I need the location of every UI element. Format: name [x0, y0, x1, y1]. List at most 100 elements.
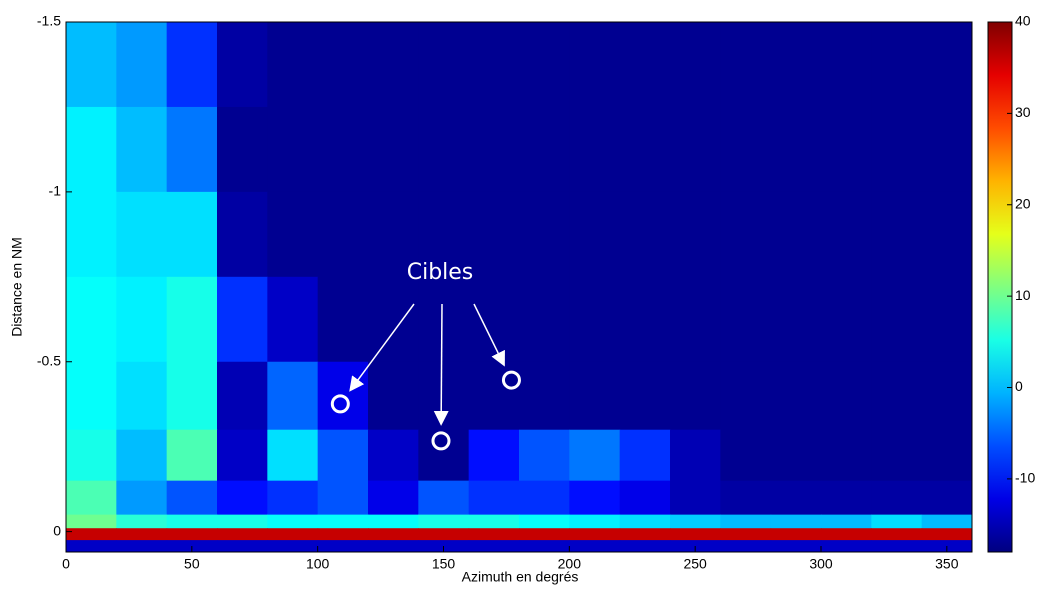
heatmap-cell: [368, 528, 419, 541]
heatmap-cell: [619, 528, 671, 541]
heatmap-cell: [368, 514, 419, 529]
x-tick-label: 350: [935, 556, 959, 572]
heatmap-cell: [720, 514, 772, 529]
x-tick-label: 300: [809, 556, 833, 572]
heatmap-cell: [267, 361, 319, 431]
colorbar-tick-label: 30: [1015, 104, 1031, 120]
heatmap-cell: [368, 361, 419, 431]
colorbar-tick-label: 10: [1015, 287, 1031, 303]
heatmap-cell: [66, 22, 117, 108]
heatmap-cell: [66, 361, 117, 431]
heatmap-cell: [267, 191, 319, 278]
heatmap-cell: [468, 276, 520, 363]
heatmap-cell: [871, 540, 923, 553]
heatmap-cell: [821, 528, 872, 541]
heatmap-cell: [116, 528, 168, 541]
heatmap-cell: [468, 540, 520, 553]
heatmap-cell: [519, 22, 570, 108]
heatmap-cell: [368, 480, 419, 516]
heatmap-cell: [821, 429, 872, 482]
heatmap-cell: [569, 429, 621, 482]
x-tick-label: 250: [683, 556, 707, 572]
heatmap-cell: [166, 106, 218, 193]
y-tick-label: 0: [53, 522, 61, 538]
y-axis-label: Distance en NM: [9, 237, 25, 337]
heatmap-cell: [770, 480, 822, 516]
heatmap-cell: [116, 429, 168, 482]
heatmap-cell: [670, 106, 721, 193]
heatmap-cell: [569, 528, 621, 541]
heatmap-cell: [317, 191, 369, 278]
annotation: Cibles: [407, 260, 474, 285]
heatmap-cell: [519, 429, 570, 482]
annotation-arrow: [349, 303, 415, 392]
heatmap-cell: [871, 106, 923, 193]
heatmap-cell: [770, 106, 822, 193]
heatmap-cell: [166, 429, 218, 482]
heatmap-cell: [770, 429, 822, 482]
heatmap-cell: [569, 22, 621, 108]
heatmap-cell: [468, 22, 520, 108]
heatmap-cell: [519, 191, 570, 278]
heatmap-cell: [821, 22, 872, 108]
heatmap-cell: [317, 276, 369, 363]
heatmap-cell: [720, 361, 772, 431]
heatmap-cell: [368, 22, 419, 108]
heatmap-cell: [418, 106, 470, 193]
heatmap-cell: [720, 106, 772, 193]
heatmap-cell: [670, 22, 721, 108]
heatmap-cell: [368, 191, 419, 278]
heatmap-cell: [217, 528, 268, 541]
heatmap-cell: [267, 106, 319, 193]
heatmap-cell: [720, 528, 772, 541]
heatmap-cell: [116, 480, 168, 516]
heatmap-cell: [217, 540, 268, 553]
heatmap-cell: [418, 480, 470, 516]
heatmap-cell: [166, 480, 218, 516]
heatmap-cell: [519, 514, 570, 529]
heatmap-cell: [921, 528, 973, 541]
heatmap-cell: [921, 429, 973, 482]
heatmap-cell: [619, 514, 671, 529]
heatmap-cell: [770, 528, 822, 541]
heatmap-cell: [217, 480, 268, 516]
heatmap-cell: [166, 514, 218, 529]
y-tick-label: -1.5: [37, 13, 61, 29]
heatmap-cell: [921, 106, 973, 193]
x-tick-label: 100: [306, 556, 330, 572]
heatmap-cell: [267, 480, 319, 516]
heatmap-cell: [66, 480, 117, 516]
heatmap-cell: [368, 106, 419, 193]
heatmap-cell: [871, 480, 923, 516]
heatmap-cell: [720, 276, 772, 363]
colorbar: [987, 21, 1013, 553]
heatmap-cell: [418, 429, 470, 482]
heatmap-cell: [519, 276, 570, 363]
x-tick-label: 150: [432, 556, 456, 572]
heatmap-cell: [66, 276, 117, 363]
heatmap-cell: [871, 361, 923, 431]
heatmap-cell: [670, 480, 721, 516]
heatmap-cell: [871, 514, 923, 529]
heatmap-cell: [670, 361, 721, 431]
heatmap-cell: [468, 106, 520, 193]
heatmap-cell: [116, 106, 168, 193]
heatmap-cell: [619, 22, 671, 108]
heatmap-cell: [519, 540, 570, 553]
heatmap-cell: [619, 191, 671, 278]
heatmap-cell: [317, 514, 369, 529]
heatmap-cell: [569, 191, 621, 278]
heatmap-cell: [418, 361, 470, 431]
heatmap-cell: [468, 480, 520, 516]
target-marker: [330, 394, 350, 414]
heatmap-cell: [871, 191, 923, 278]
heatmap-cell: [519, 480, 570, 516]
heatmap-cell: [619, 361, 671, 431]
heatmap-cell: [66, 540, 117, 553]
heatmap-cell: [418, 22, 470, 108]
heatmap-cell: [317, 528, 369, 541]
heatmap-cell: [317, 106, 369, 193]
heatmap-cell: [267, 540, 319, 553]
heatmap-cell: [670, 276, 721, 363]
heatmap-cell: [368, 540, 419, 553]
